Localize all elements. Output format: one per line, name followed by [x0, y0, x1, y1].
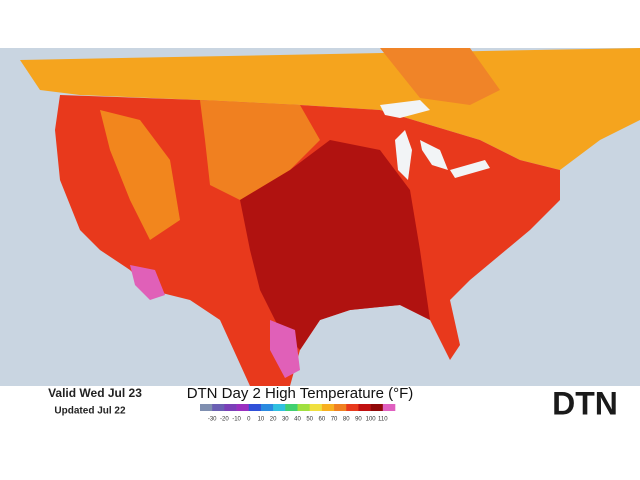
- color-swatch: [273, 404, 286, 411]
- logo: DTN: [552, 385, 618, 421]
- temperature-map: [0, 48, 640, 386]
- color-swatch: [334, 404, 347, 411]
- updated-date: Updated Jul 22: [54, 406, 126, 417]
- color-swatch: [358, 404, 371, 411]
- legend-tick-label: 80: [343, 417, 350, 423]
- color-swatch: [212, 404, 225, 411]
- color-swatch: [200, 404, 213, 411]
- legend: -30 -20 -10 0 10 20 30 40 50 60 70 80 90 100 110: [200, 404, 396, 423]
- valid-date: Valid Wed Jul 23: [48, 386, 142, 400]
- legend-tick-label: 60: [319, 417, 326, 423]
- color-swatch: [346, 404, 359, 411]
- legend-tick-label: -20: [220, 417, 229, 423]
- legend-title: DTN Day 2 High Temperature (°F): [187, 385, 414, 402]
- color-swatch: [370, 404, 384, 411]
- legend-tick-label: 50: [306, 417, 313, 423]
- color-swatch: [260, 404, 274, 411]
- color-swatch: [236, 404, 250, 411]
- legend-tick-label: 100: [366, 417, 377, 423]
- legend-tick-label: 20: [270, 417, 277, 423]
- color-swatch: [321, 404, 335, 411]
- color-swatch: [285, 404, 298, 411]
- legend-tick-label: -10: [232, 417, 241, 423]
- color-swatch: [224, 404, 237, 411]
- legend-tick-label: 40: [294, 417, 301, 423]
- color-swatch: [248, 404, 262, 411]
- legend-tick-label: 0: [247, 417, 251, 423]
- legend-tick-label: 110: [378, 417, 388, 423]
- legend-tick-label: 70: [331, 417, 338, 423]
- legend-tick-label: 30: [282, 417, 289, 423]
- legend-tick-label: 10: [258, 417, 265, 423]
- color-swatch: [297, 404, 310, 411]
- legend-tick-label: -30: [208, 417, 217, 423]
- legend-tick-label: 90: [355, 417, 362, 423]
- color-swatch: [309, 404, 323, 411]
- color-swatch: [382, 404, 396, 411]
